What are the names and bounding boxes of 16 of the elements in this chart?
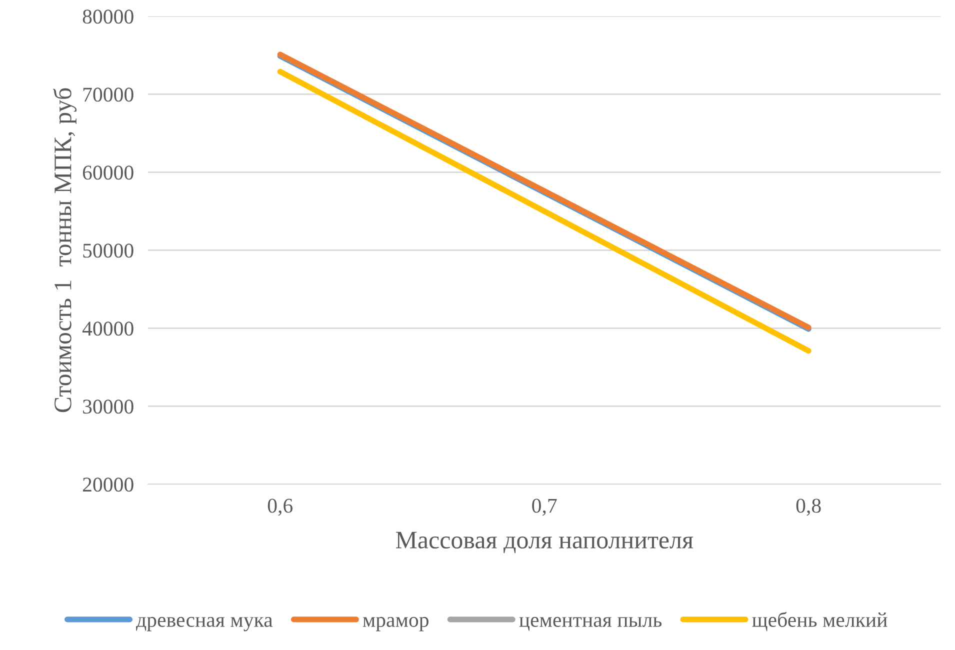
- y-axis-title: Стоимость 1 тонны МПК, руб: [53, 88, 76, 412]
- y-tick-label: 30000: [83, 400, 134, 414]
- y-tick-label: 60000: [82, 166, 134, 180]
- x-tick-label: 0,8: [796, 498, 821, 516]
- x-tick-label: 0,7: [532, 498, 557, 516]
- y-tick-label: 70000: [83, 88, 134, 102]
- legend-label: цементная пыль: [519, 616, 662, 631]
- y-tick-label: 50000: [83, 244, 134, 258]
- x-axis-title: Массовая доля наполнителя: [396, 532, 694, 554]
- y-tick-label: 40000: [82, 322, 134, 336]
- x-tick-label: 0,6: [268, 498, 293, 516]
- legend-label: мрамор: [362, 616, 428, 632]
- legend-label: древесная мука: [136, 616, 273, 632]
- y-tick-label: 80000: [82, 10, 134, 24]
- y-tick-label: 20000: [82, 478, 134, 492]
- legend-label: щебень мелкий: [752, 612, 888, 632]
